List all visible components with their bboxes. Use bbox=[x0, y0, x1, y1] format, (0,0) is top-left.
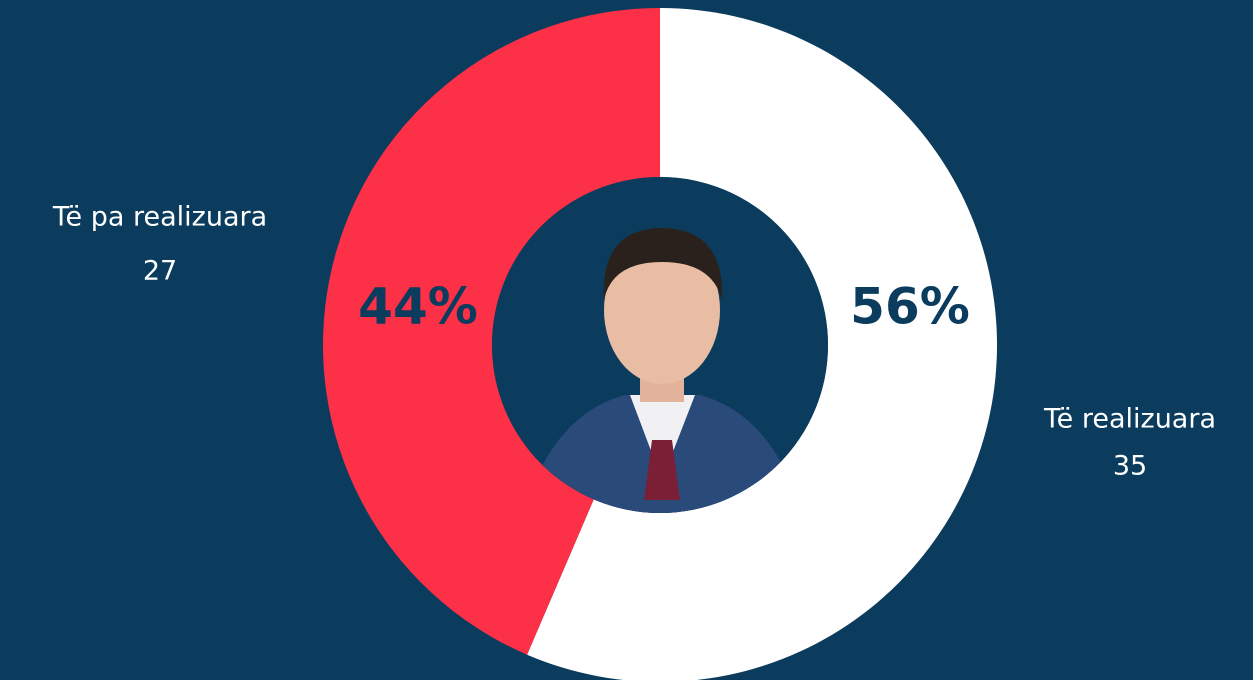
chart: Të realizuara 35 56% Të pa realizuara 27 44% bbox=[0, 0, 1253, 680]
category-label: Të realizuara bbox=[1043, 404, 1216, 435]
percentage-label: 56% bbox=[850, 278, 970, 336]
page: Të realizuara3556%Të pa realizuara2744% … bbox=[0, 0, 1253, 680]
count-label: 27 bbox=[143, 256, 177, 287]
category-label: Të pa realizuara bbox=[52, 202, 267, 233]
count-label: 35 bbox=[1113, 451, 1147, 482]
percentage-label: 44% bbox=[358, 278, 478, 336]
